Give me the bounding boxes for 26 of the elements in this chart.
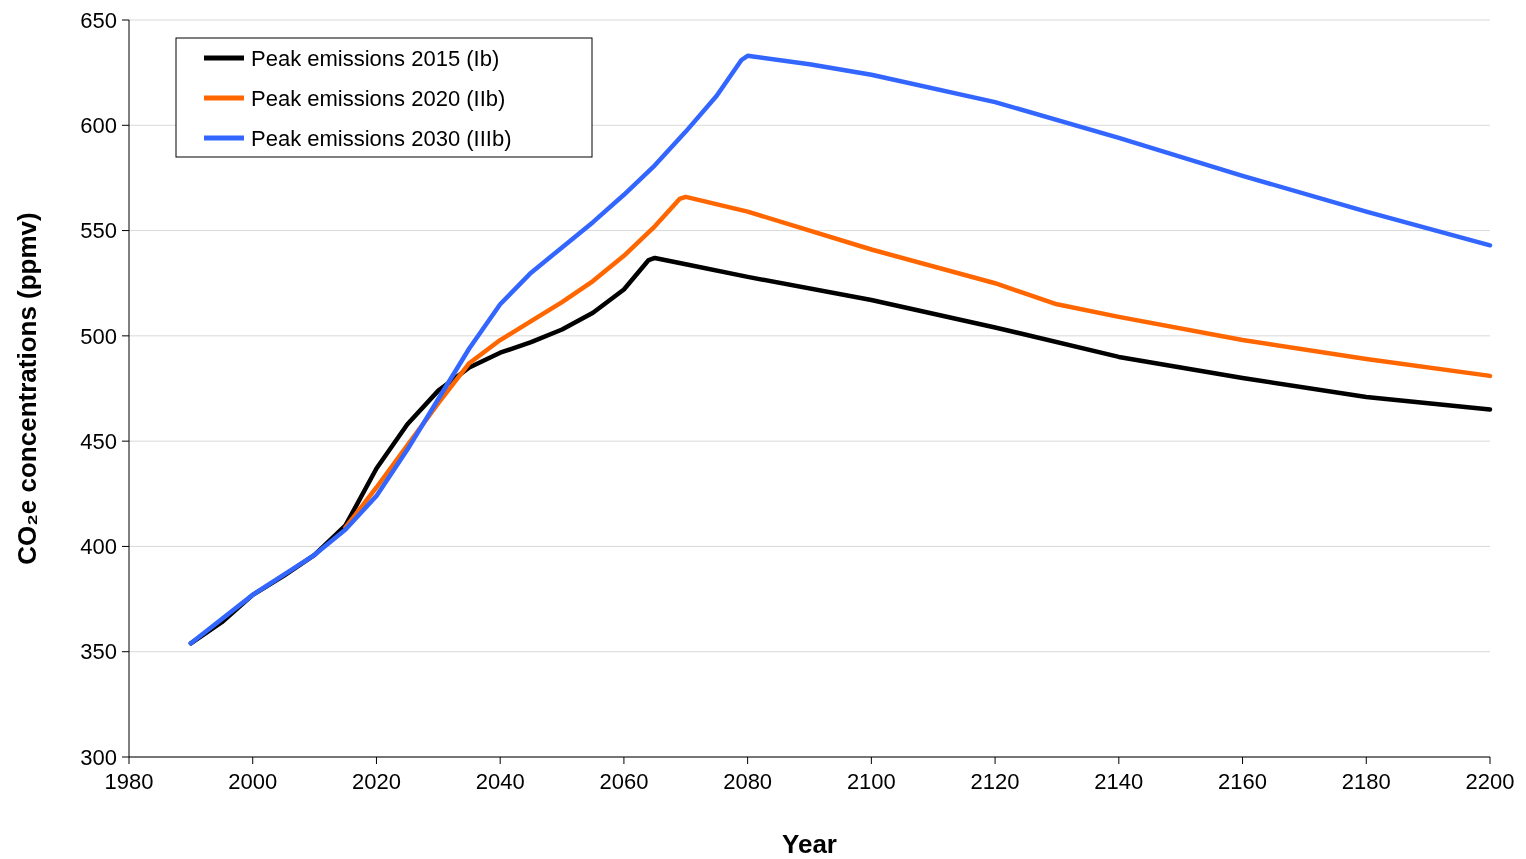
y-axis-title: CO₂e concentrations (ppmv) — [12, 212, 42, 565]
x-tick-label: 2180 — [1341, 769, 1391, 794]
y-tick-label: 600 — [80, 112, 117, 138]
legend-label: Peak emissions 2030 (IIIb) — [251, 125, 512, 151]
y-tick-label: 650 — [80, 7, 117, 33]
y-tick-label: 450 — [80, 428, 117, 454]
x-tick-label: 2020 — [351, 769, 401, 794]
line-series — [343, 194, 1493, 530]
x-tick-label: 2040 — [475, 769, 525, 794]
y-tick-label: 400 — [80, 534, 117, 560]
x-tick-label: 2080 — [723, 769, 773, 794]
x-axis-title: Year — [782, 829, 837, 859]
x-tick-label: 2140 — [1094, 769, 1144, 794]
y-tick-label: 500 — [80, 323, 117, 349]
x-tick-label: 2100 — [846, 769, 896, 794]
y-tick-label: 350 — [80, 639, 117, 665]
legend-label: Peak emissions 2015 (Ib) — [251, 45, 500, 71]
x-tick-label: 2120 — [970, 769, 1020, 794]
x-tick-label: 2200 — [1465, 769, 1515, 794]
y-tick-label: 550 — [80, 218, 117, 244]
x-tick-label: 2060 — [599, 769, 649, 794]
x-tick-label: 1980 — [104, 769, 154, 794]
legend-label: Peak emissions 2020 (IIb) — [251, 85, 506, 111]
y-tick-label: 300 — [80, 744, 117, 770]
x-tick-label: 2000 — [228, 769, 278, 794]
x-tick-label: 2160 — [1218, 769, 1268, 794]
